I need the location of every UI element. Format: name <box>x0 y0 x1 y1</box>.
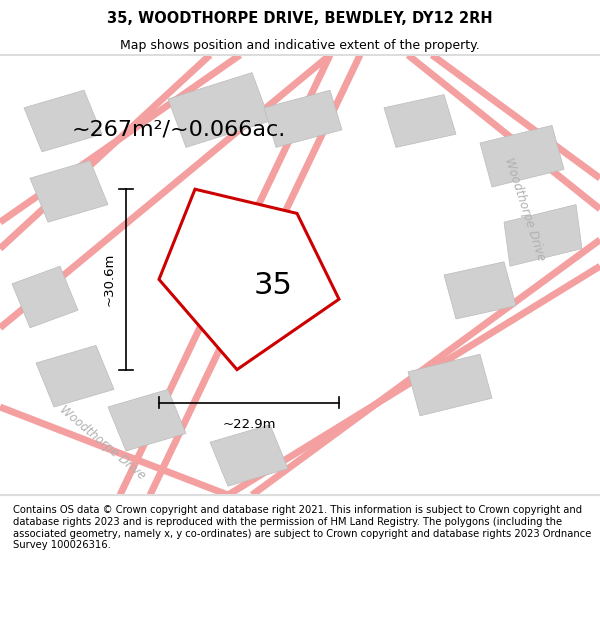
Text: Contains OS data © Crown copyright and database right 2021. This information is : Contains OS data © Crown copyright and d… <box>13 506 592 550</box>
Text: ~22.9m: ~22.9m <box>222 418 276 431</box>
Text: Map shows position and indicative extent of the property.: Map shows position and indicative extent… <box>120 39 480 51</box>
Polygon shape <box>12 266 78 328</box>
Polygon shape <box>480 126 564 187</box>
Polygon shape <box>30 161 108 222</box>
Text: ~267m²/~0.066ac.: ~267m²/~0.066ac. <box>72 120 286 140</box>
Text: Woodthorpe Drive: Woodthorpe Drive <box>502 156 548 262</box>
Polygon shape <box>36 346 114 407</box>
Polygon shape <box>264 90 342 148</box>
Polygon shape <box>210 424 288 486</box>
Polygon shape <box>444 262 516 319</box>
Polygon shape <box>504 204 582 266</box>
Polygon shape <box>108 389 186 451</box>
Text: ~30.6m: ~30.6m <box>102 253 115 306</box>
Polygon shape <box>24 90 102 152</box>
Polygon shape <box>159 189 339 369</box>
Text: 35: 35 <box>254 271 292 301</box>
Text: 35, WOODTHORPE DRIVE, BEWDLEY, DY12 2RH: 35, WOODTHORPE DRIVE, BEWDLEY, DY12 2RH <box>107 11 493 26</box>
Polygon shape <box>168 72 270 148</box>
Polygon shape <box>408 354 492 416</box>
Text: Woodthorpe Drive: Woodthorpe Drive <box>56 402 148 482</box>
Polygon shape <box>384 94 456 148</box>
